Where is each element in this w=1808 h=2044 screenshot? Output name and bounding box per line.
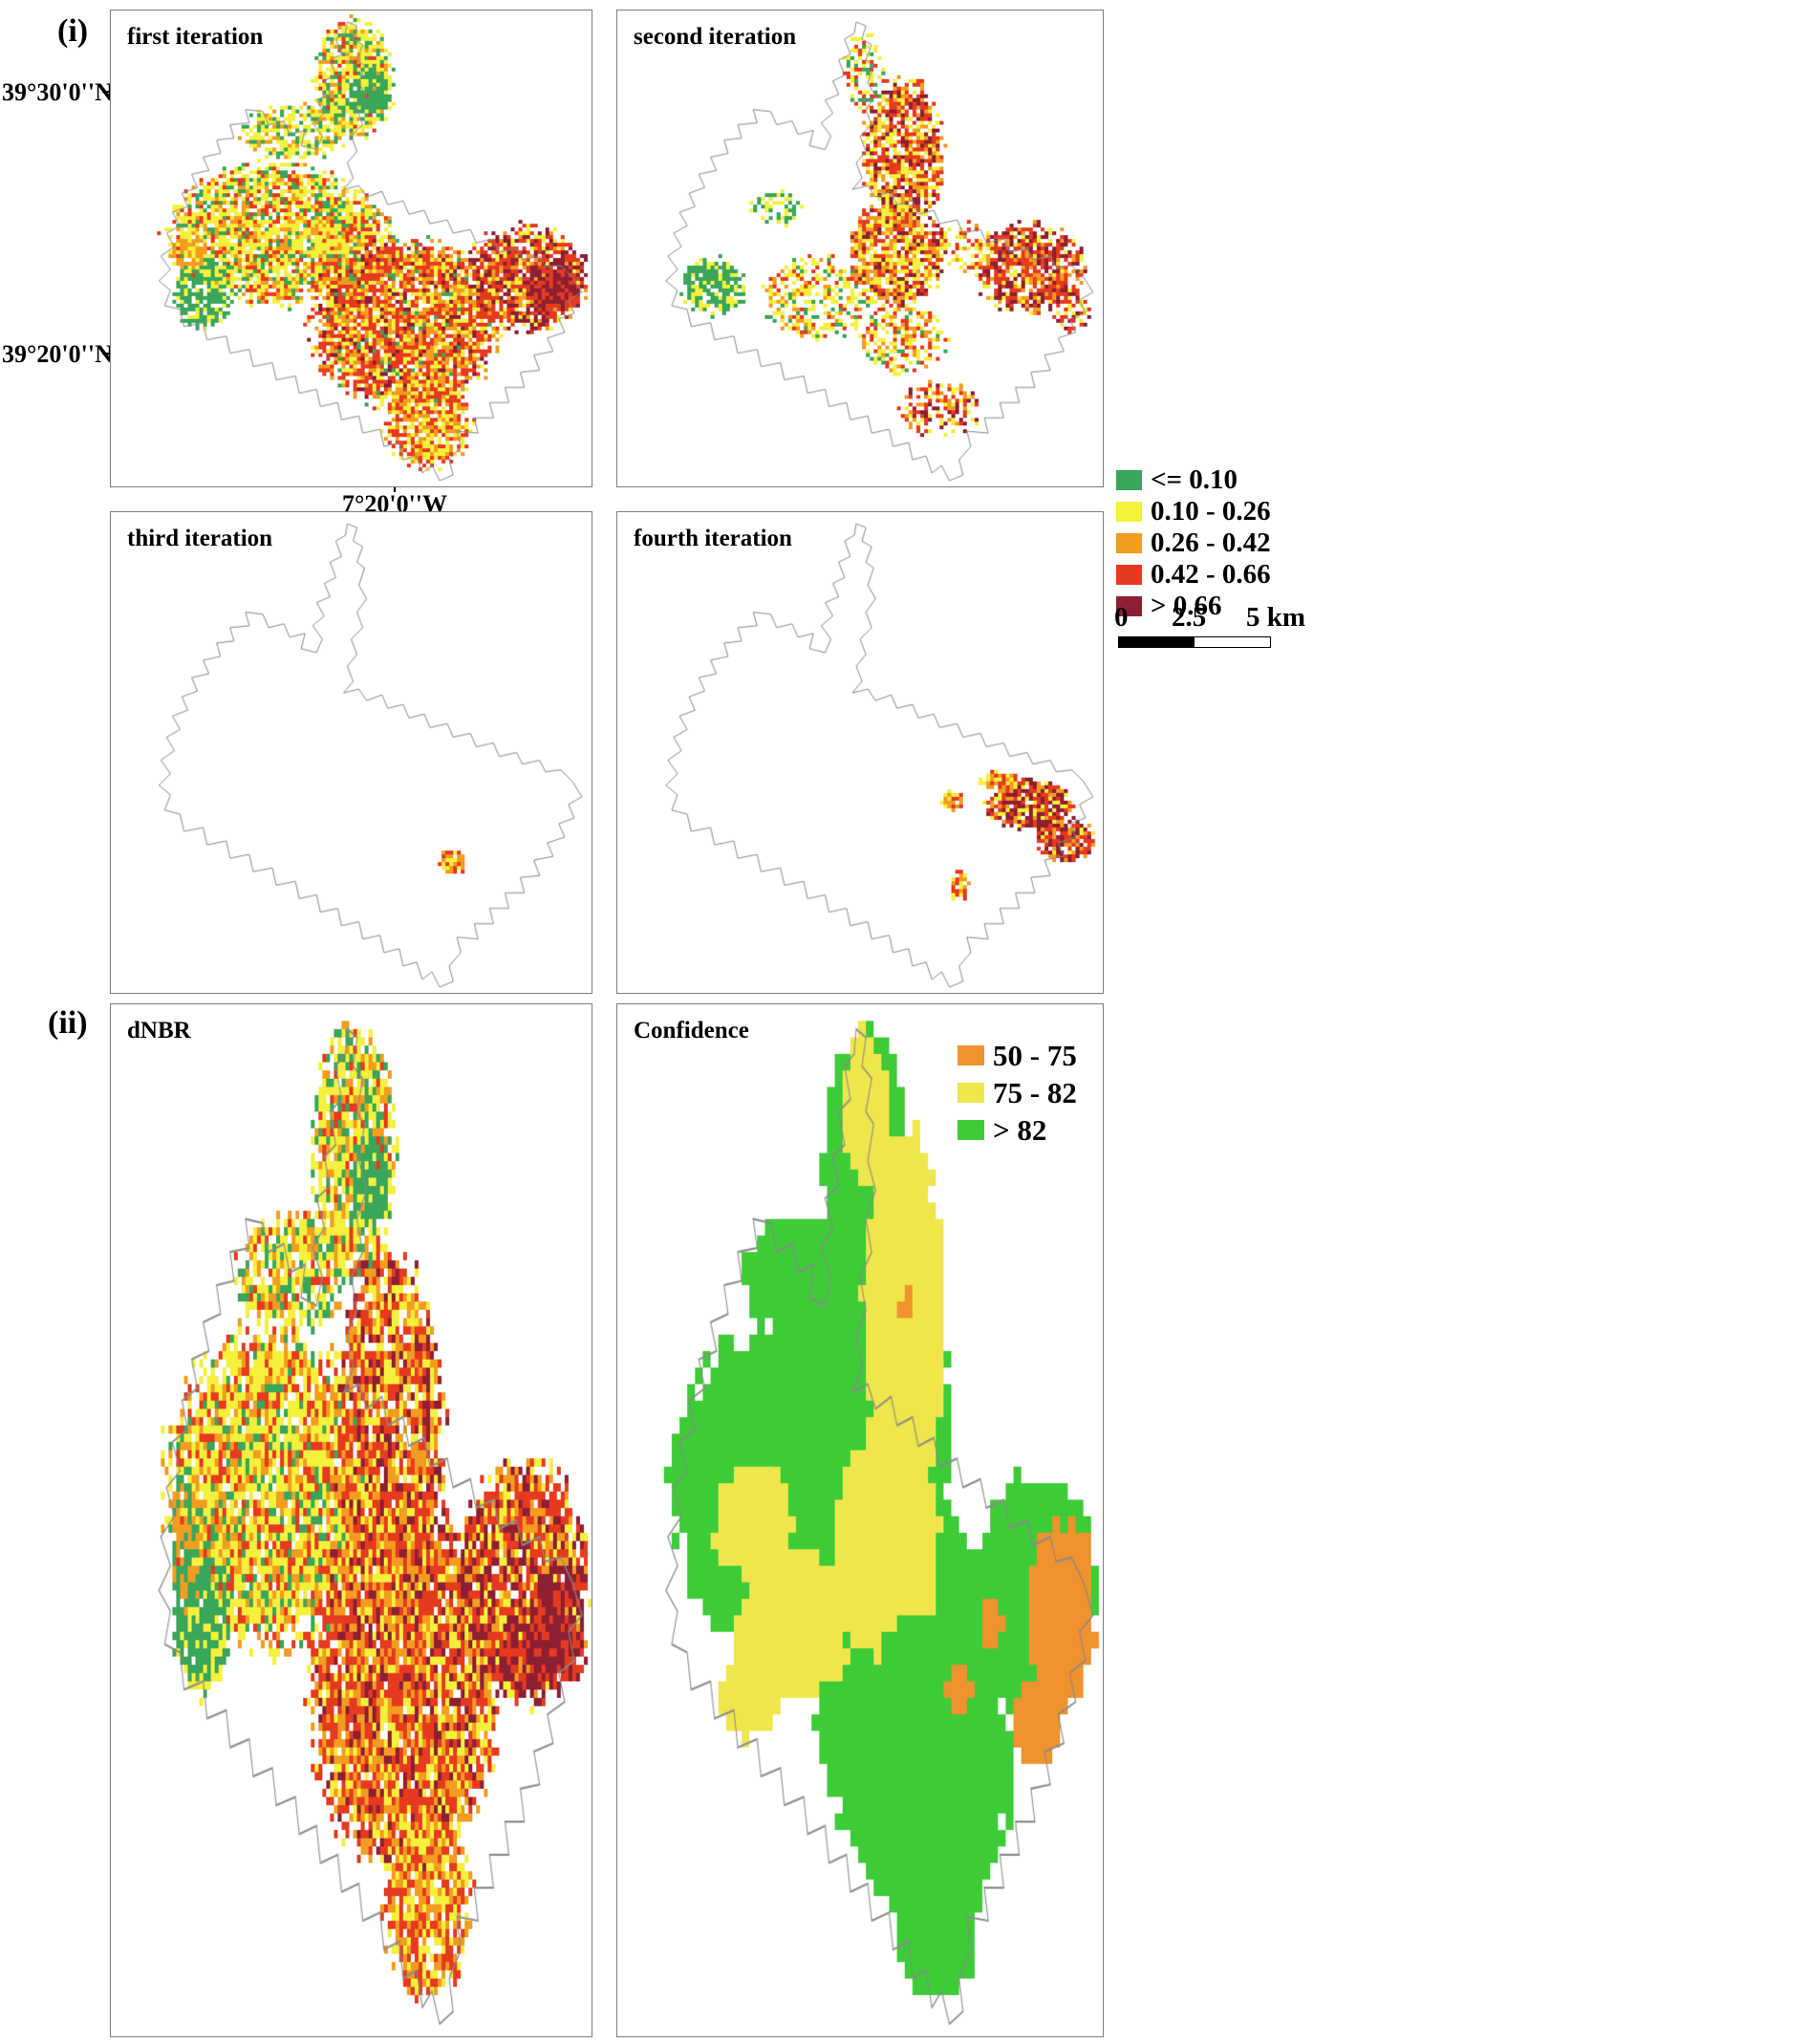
map-canvas-fourth-iteration [617, 512, 1103, 993]
legend-label-green: <= 0.10 [1151, 464, 1238, 495]
legend-item: 75 - 82 [958, 1074, 1077, 1111]
scale-bar-label-mid: 2.5 [1172, 602, 1207, 633]
scale-bar: 0 2.5 5 km [1114, 602, 1338, 656]
panel-title-third-iteration: third iteration [127, 526, 273, 551]
legend-swatch-conf-yellow [958, 1083, 984, 1103]
legend-label-yellow: 0.10 - 0.26 [1151, 496, 1271, 527]
panel-title-second-iteration: second iteration [634, 24, 797, 50]
map-canvas-first-iteration [111, 11, 592, 486]
map-panel-confidence: Confidence 50 - 75 75 - 82 > 82 [616, 1003, 1104, 2037]
map-panel-second-iteration: second iteration [616, 10, 1104, 487]
map-canvas-confidence [617, 1004, 1103, 2036]
latitude-tick-bottom [102, 353, 110, 355]
map-panel-first-iteration: first iteration [110, 10, 592, 487]
legend-swatch-conf-green [958, 1120, 984, 1140]
legend-item: > 82 [958, 1111, 1077, 1149]
scale-bar-label-end: 5 km [1246, 602, 1306, 633]
map-panel-dnbr: dNBR [110, 1003, 592, 2037]
legend-swatch-darkred [1116, 596, 1142, 616]
legend-confidence: 50 - 75 75 - 82 > 82 [958, 1037, 1077, 1149]
map-canvas-second-iteration [617, 11, 1103, 486]
legend-item: 0.10 - 0.26 [1116, 496, 1271, 527]
map-canvas-dnbr [111, 1004, 592, 2036]
panel-title-fourth-iteration: fourth iteration [634, 526, 792, 551]
legend-swatch-red [1116, 565, 1142, 585]
legend-dnbr: <= 0.10 0.10 - 0.26 0.26 - 0.42 0.42 - 0… [1116, 464, 1271, 622]
legend-swatch-conf-orange [958, 1045, 984, 1065]
legend-item: > 0.66 [1116, 591, 1271, 622]
map-panel-fourth-iteration: fourth iteration [616, 511, 1104, 994]
legend-swatch-green [1116, 470, 1142, 490]
legend-label-darkred: > 0.66 [1151, 591, 1222, 621]
map-panel-third-iteration: third iteration [110, 511, 592, 994]
legend-swatch-orange [1116, 533, 1142, 553]
map-canvas-third-iteration [111, 512, 592, 993]
scale-bar-labels: 0 2.5 5 km [1114, 602, 1338, 633]
longitude-tick [394, 486, 396, 492]
panel-group-label-i: (i) [57, 13, 89, 49]
legend-swatch-yellow [1116, 502, 1142, 522]
latitude-tick-top [102, 91, 110, 93]
panel-group-label-ii: (ii) [48, 1005, 88, 1041]
latitude-label-bottom: 39°20'0''N [2, 340, 113, 368]
panel-title-confidence: Confidence [634, 1018, 749, 1044]
legend-label-conf-orange: 50 - 75 [993, 1038, 1077, 1072]
legend-item: 0.26 - 0.42 [1116, 527, 1271, 559]
scale-bar-white-segment [1195, 637, 1270, 647]
legend-label-red: 0.42 - 0.66 [1151, 559, 1271, 590]
legend-item: <= 0.10 [1116, 464, 1271, 496]
scale-bar-black-segment [1119, 637, 1195, 647]
scale-bar-bar [1118, 636, 1271, 648]
legend-label-conf-green: > 82 [993, 1112, 1047, 1147]
legend-item: 0.42 - 0.66 [1116, 559, 1271, 591]
legend-item: 50 - 75 [958, 1037, 1077, 1074]
panel-title-first-iteration: first iteration [127, 24, 264, 50]
panel-title-dnbr: dNBR [127, 1018, 191, 1044]
scale-bar-label-zero: 0 [1114, 602, 1129, 633]
latitude-label-top: 39°30'0''N [2, 78, 113, 106]
legend-label-conf-yellow: 75 - 82 [993, 1075, 1077, 1109]
legend-label-orange: 0.26 - 0.42 [1151, 527, 1271, 558]
